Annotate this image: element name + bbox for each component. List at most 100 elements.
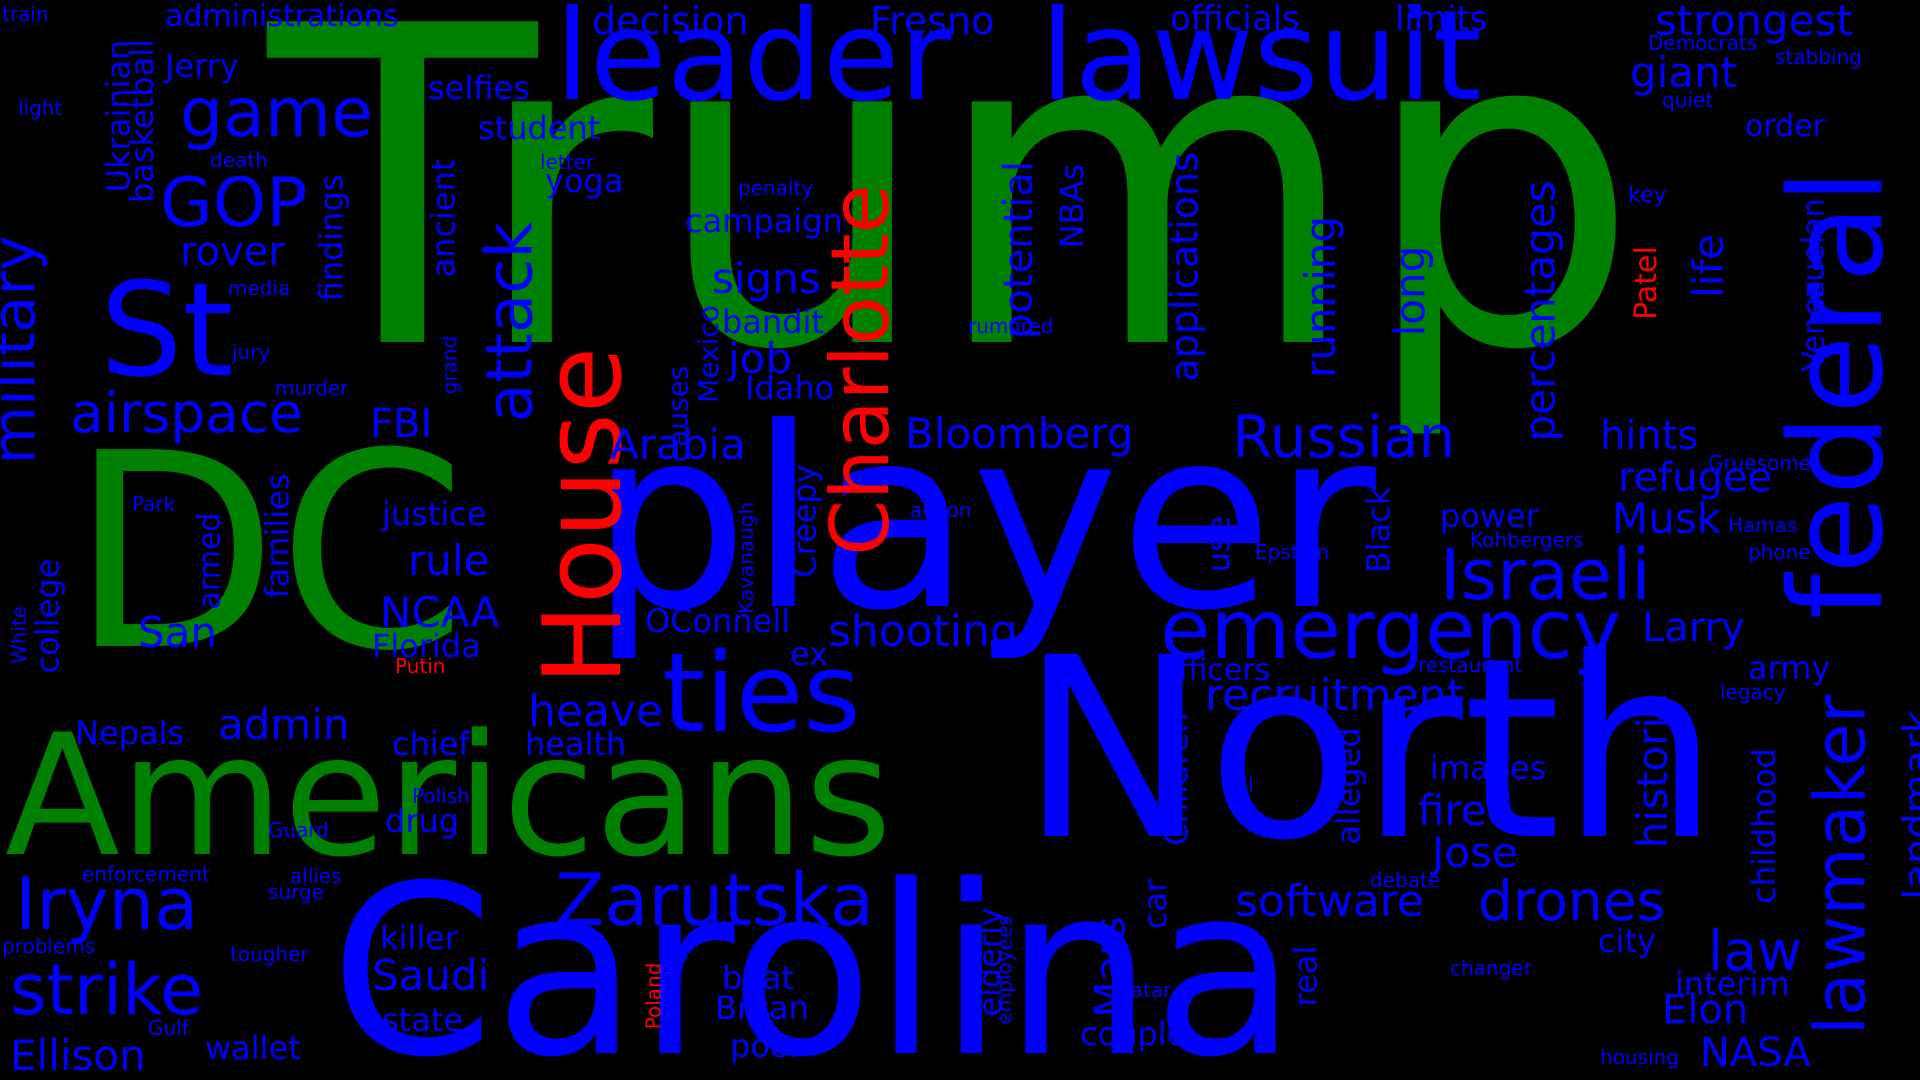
word-software: software [1235,876,1424,927]
word-kohbergers: Kohbergers [1470,528,1584,552]
word-life: life [1683,234,1733,298]
word-kavanaugh: Kavanaugh [734,501,759,615]
word-percentages: percentages [1515,180,1565,442]
word-findings: findings [312,174,351,302]
word-giant: giant [1630,48,1738,97]
word-game: game [180,74,373,153]
word-jose: Jose [1432,828,1518,877]
word-arabia: Arabia [610,420,746,469]
word-boat: boat [722,959,795,997]
word-nepals: Nepals [75,714,185,752]
word-zarutska: Zarutska [555,858,874,942]
word-florida: Florida [372,627,481,665]
word-order: order [1745,109,1825,144]
word-recruitment: recruitment [1205,670,1464,721]
word-attack: attack [473,221,548,423]
word-lawsuit: lawsuit [1040,0,1482,129]
word-oconnell: OConnell [645,602,791,640]
word-venezuelan: Venezuelan [1796,198,1832,372]
word-americans: Americans [5,698,893,894]
word-trump: Trump [268,0,1640,446]
word-refugee: refugee [1618,455,1773,501]
word-black: Black [1359,486,1398,574]
word-ancient: ancient [424,158,463,278]
word-decision: decision [592,0,749,43]
word-wallet: wallet [205,1029,301,1067]
word-carolina: Carolina [330,836,1297,1080]
word-heave: heave [528,686,664,737]
word-causes: causes [661,365,695,463]
word-officials: officials [1170,0,1300,39]
word-ties: ties [662,629,861,757]
word-historic: historic [1628,693,1678,849]
word-housing: housing [1600,1045,1679,1069]
word-landmark: landmark [1895,710,1920,900]
word-debate: debate [1370,868,1441,892]
word-bloomberg: Bloomberg [905,409,1134,458]
word-fresno: Fresno [870,0,995,43]
word-san: San [138,608,218,657]
word-couple: couple [1080,1015,1187,1053]
word-state: state [382,1001,464,1039]
word-elon: Elon [1662,987,1749,1033]
word-light: light [18,96,63,120]
word-limits: limits [1395,0,1488,39]
word-drones: drones [1478,869,1666,933]
word-creepy: Creepy [785,464,824,578]
word-ncaa: NCAA [380,588,500,637]
word-media: media [228,276,291,300]
word-childhood: childhood [1744,748,1783,904]
word-surge: surge [268,880,324,904]
word-use: use [1199,515,1238,573]
word-guard: Guard [268,818,329,842]
word-poor: poor [730,1027,803,1065]
word-hints: hints [1600,413,1699,459]
word-action: action [910,498,972,522]
word-tougher: tougher [230,942,309,966]
word-bryan: Bryan [715,989,809,1027]
word-rover: rover [180,229,285,275]
word-rail: rail [1222,773,1254,797]
word-lawmaker: lawmaker [1799,694,1882,1036]
word-qatar: Qatar [1115,978,1172,1002]
word-park: Park [132,492,176,516]
word-hamas: Hamas [1728,513,1798,537]
word-shooting: shooting [828,606,1018,657]
word-murder: murder [275,376,349,400]
word-potential: potential [995,161,1042,339]
word-democrats: Democrats [1648,31,1758,55]
word-admin: admin [218,700,350,749]
word-israeli: Israeli [1440,534,1651,616]
word-law: law [1708,919,1802,983]
word-selfies: selfies [428,69,530,107]
word-employees: employees [992,915,1017,1025]
word-signs: signs [712,254,821,303]
word-putin: Putin [395,654,446,678]
word-justice: justice [382,495,487,533]
word-enforcement: enforcement [82,862,210,886]
word-train: train [2,2,49,26]
word-job: job [728,334,793,383]
word-death: death [210,148,268,172]
word-emergency: emergency [1160,583,1622,678]
word-families: families [258,473,297,599]
word-strike: strike [10,949,204,1031]
word-images: images [1430,749,1547,787]
word-applications: applications [1162,152,1207,382]
word-poland: Poland [641,962,666,1030]
word-administrations: administrations [165,0,399,34]
word-gop: GOP [160,164,308,243]
word-army: army [1748,649,1831,687]
word-player: player [590,374,1376,665]
word-campaign: campaign [685,202,843,240]
word-airspace: airspace [70,381,303,445]
word-nasa: NASA [1700,1030,1811,1076]
word-key: key [1628,183,1667,208]
word-st: St [100,254,234,406]
word-bandit: bandit [722,303,824,341]
word-officers: officers [1160,653,1271,688]
word-power: power [1440,497,1539,535]
word-strongest: strongest [1655,0,1853,45]
word-legacy: legacy [1720,680,1786,704]
